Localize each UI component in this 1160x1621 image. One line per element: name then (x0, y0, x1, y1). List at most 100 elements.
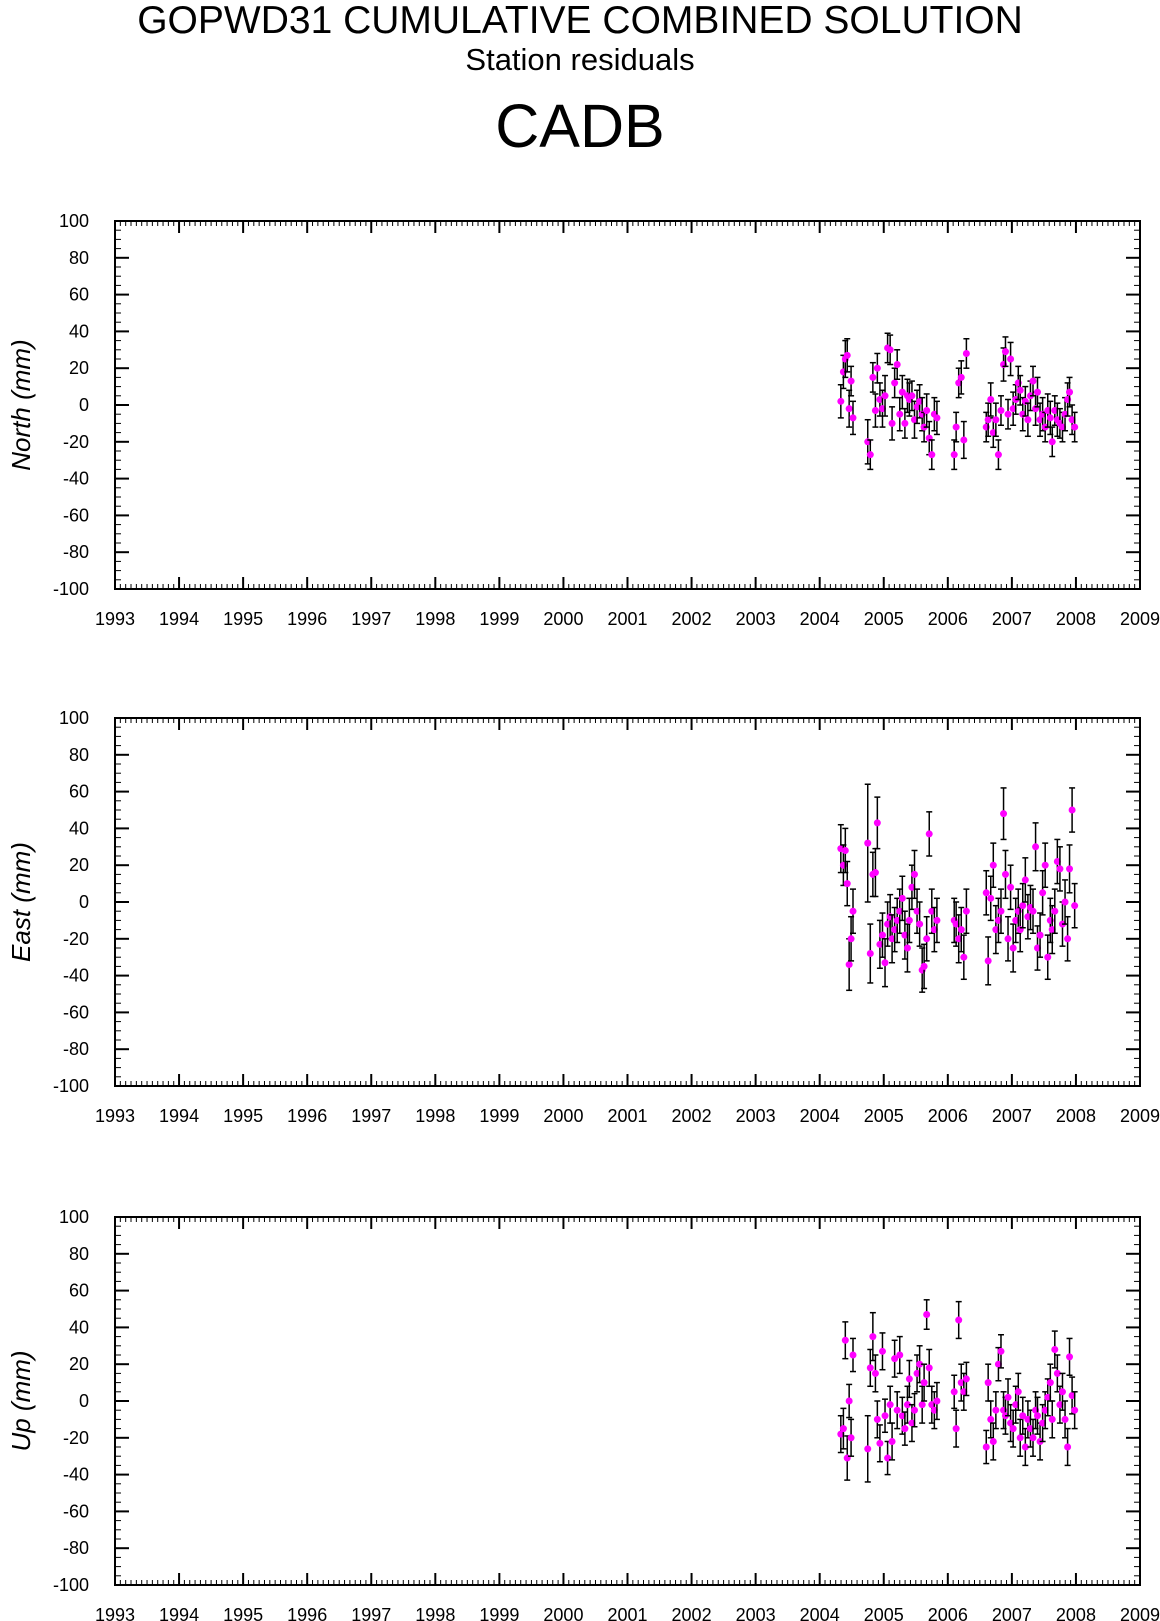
y-tick-label: -40 (63, 1465, 89, 1485)
x-tick-label: 2004 (800, 1605, 840, 1621)
data-point (984, 1379, 992, 1387)
data-point (891, 926, 899, 934)
data-point (1039, 1419, 1047, 1427)
data-point (891, 379, 899, 387)
data-point (928, 451, 936, 459)
data-point (982, 889, 990, 897)
y-tick-label: 100 (59, 1207, 89, 1227)
data-point (847, 1434, 855, 1442)
data-point (849, 414, 857, 422)
y-tick-label: 0 (79, 1391, 89, 1411)
x-tick-label: 1998 (415, 1605, 455, 1621)
y-tick-label: 20 (69, 855, 89, 875)
y-tick-label: -100 (53, 579, 89, 599)
x-tick-label: 2002 (672, 1605, 712, 1621)
x-tick-label: 2004 (800, 609, 840, 629)
x-tick-label: 1993 (95, 1106, 135, 1126)
data-point (982, 1443, 990, 1451)
data-point (913, 403, 921, 411)
data-point (916, 397, 924, 405)
data-point (873, 819, 881, 827)
data-point (1041, 1406, 1049, 1414)
data-point (1029, 1434, 1037, 1442)
data-point (1016, 1434, 1024, 1442)
data-point (994, 1360, 1002, 1368)
y-tick-label: 40 (69, 321, 89, 341)
x-tick-label: 2006 (928, 1106, 968, 1126)
x-tick-label: 2008 (1056, 609, 1096, 629)
x-tick-label: 2007 (992, 609, 1032, 629)
data-point (911, 416, 918, 424)
data-point (987, 1415, 995, 1423)
data-point (913, 907, 921, 915)
data-point (992, 416, 1000, 424)
data-point (905, 1375, 913, 1383)
data-point (1014, 1388, 1022, 1396)
data-point (896, 907, 904, 915)
data-point (1048, 438, 1056, 446)
x-tick-label: 2008 (1056, 1605, 1096, 1621)
data-point (896, 1351, 904, 1359)
data-point (1009, 1425, 1017, 1433)
data-point (1007, 1419, 1015, 1427)
data-point (1044, 1393, 1052, 1401)
data-point (873, 364, 881, 372)
data-point (987, 894, 995, 902)
data-point (1012, 916, 1020, 924)
x-tick-label: 2002 (672, 1106, 712, 1126)
data-point (994, 451, 1002, 459)
data-point (898, 1412, 906, 1420)
data-point (901, 419, 909, 427)
data-point (866, 1364, 874, 1372)
data-point (908, 392, 916, 400)
y-tick-label: -80 (63, 542, 89, 562)
data-point (1068, 1391, 1076, 1399)
y-tick-label: -80 (63, 1538, 89, 1558)
data-point (898, 388, 906, 396)
data-point (1048, 1415, 1056, 1423)
data-point (930, 926, 938, 934)
data-point (1024, 416, 1032, 424)
data-point (1051, 1345, 1059, 1353)
data-point (1034, 388, 1041, 396)
x-tick-label: 1993 (95, 609, 135, 629)
data-point (997, 907, 1005, 915)
x-tick-label: 2002 (672, 609, 712, 629)
data-point (1012, 1401, 1020, 1409)
data-point (1071, 1406, 1079, 1414)
x-tick-label: 2005 (864, 1106, 904, 1126)
x-tick-label: 1996 (287, 1106, 327, 1126)
data-point (847, 935, 855, 943)
data-point (845, 961, 853, 969)
data-point (845, 1397, 853, 1405)
data-point (992, 1406, 1000, 1414)
y-tick-label: 20 (69, 358, 89, 378)
data-point (888, 1437, 896, 1445)
data-point (1029, 907, 1037, 915)
data-point (928, 907, 936, 915)
data-point (923, 935, 931, 943)
data-point (984, 416, 992, 424)
data-point (997, 1347, 1005, 1355)
data-point (925, 1364, 933, 1372)
data-point (1071, 423, 1079, 431)
y-tick-label: 20 (69, 1354, 89, 1374)
data-point (955, 379, 963, 387)
data-point (911, 1406, 918, 1414)
y-tick-label: -60 (63, 1501, 89, 1521)
data-point (1058, 423, 1066, 431)
data-point (886, 346, 894, 354)
x-tick-label: 1994 (159, 1106, 199, 1126)
data-point (916, 920, 924, 928)
data-point (901, 1425, 909, 1433)
x-tick-label: 1995 (223, 1605, 263, 1621)
x-tick-label: 2004 (800, 1106, 840, 1126)
data-point (839, 1425, 847, 1433)
x-tick-label: 2001 (607, 609, 647, 629)
data-point (1007, 883, 1015, 891)
data-point (960, 1388, 968, 1396)
data-point (913, 1369, 921, 1377)
data-point (888, 419, 896, 427)
y-tick-label: 60 (69, 782, 89, 802)
